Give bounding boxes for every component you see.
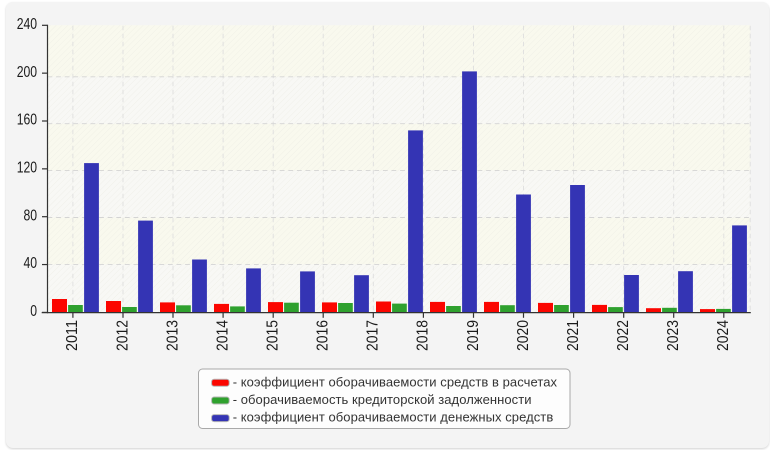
svg-text:120: 120 xyxy=(17,159,37,176)
svg-text:40: 40 xyxy=(24,255,38,272)
svg-text:2011: 2011 xyxy=(64,320,81,351)
svg-text:2015: 2015 xyxy=(265,320,282,351)
svg-text:2020: 2020 xyxy=(515,320,532,351)
svg-text:2019: 2019 xyxy=(465,320,482,351)
svg-text:2012: 2012 xyxy=(114,320,131,351)
svg-text:2021: 2021 xyxy=(565,320,582,351)
svg-text:200: 200 xyxy=(17,64,37,81)
svg-text:2023: 2023 xyxy=(665,320,682,351)
svg-text:2014: 2014 xyxy=(214,320,231,351)
svg-text:- коэффициент оборачиваемости: - коэффициент оборачиваемости денежных с… xyxy=(233,409,554,424)
svg-text:2016: 2016 xyxy=(315,320,332,351)
svg-text:80: 80 xyxy=(24,207,38,224)
svg-text:2022: 2022 xyxy=(615,320,632,351)
svg-text:- коэффициент оборачиваемости: - коэффициент оборачиваемости средств в … xyxy=(233,374,558,389)
svg-text:2013: 2013 xyxy=(164,320,181,351)
svg-text:160: 160 xyxy=(17,112,37,129)
svg-text:2017: 2017 xyxy=(365,320,382,351)
svg-text:0: 0 xyxy=(30,303,37,320)
svg-text:- оборачиваемость кредиторской: - оборачиваемость кредиторской задолженн… xyxy=(233,392,532,407)
svg-text:240: 240 xyxy=(17,16,37,33)
svg-text:2018: 2018 xyxy=(415,320,432,351)
svg-text:2024: 2024 xyxy=(715,320,732,351)
